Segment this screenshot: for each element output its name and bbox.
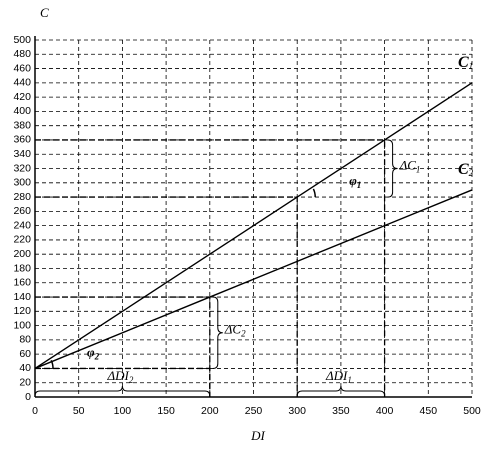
- y-tick-label: 20: [19, 377, 31, 389]
- angle-label: φ2: [87, 344, 100, 361]
- y-tick-label: 360: [13, 134, 31, 146]
- series-label: C1: [458, 54, 473, 71]
- brace-label-sub: 2: [241, 329, 246, 339]
- series-label-main: C: [458, 54, 469, 71]
- y-tick-label: 0: [25, 391, 31, 403]
- x-tick-label: 450: [420, 405, 438, 417]
- y-tick-label: 100: [13, 319, 31, 331]
- x-tick-label: 50: [73, 405, 85, 417]
- angle-label-sub: 1: [357, 180, 362, 190]
- series-label-sub: 1: [469, 61, 474, 71]
- x-tick-label: 150: [157, 405, 175, 417]
- y-tick-label: 180: [13, 262, 31, 274]
- y-tick-label: 480: [13, 48, 31, 60]
- angle-label-main: φ: [87, 344, 95, 359]
- angle-arc: [312, 188, 316, 198]
- brace: [296, 385, 386, 397]
- x-tick-label: 400: [376, 405, 394, 417]
- y-tick-label: 120: [13, 305, 31, 317]
- brace-label-main: ΔDI: [325, 368, 348, 383]
- y-tick-label: 160: [13, 277, 31, 289]
- brace-label: ΔDI1: [325, 368, 352, 385]
- angle-arc: [50, 360, 54, 369]
- y-tick-label: 500: [13, 34, 31, 46]
- x-tick-label: 500: [463, 405, 481, 417]
- series-label: C2: [458, 161, 474, 178]
- brace-label-main: ΔDI: [106, 368, 129, 383]
- y-tick-label: 340: [13, 148, 31, 160]
- y-tick-label: 200: [13, 248, 31, 260]
- y-axis-label: C: [40, 5, 49, 20]
- x-tick-label: 350: [332, 405, 350, 417]
- brace-label-sub: 1: [347, 375, 352, 385]
- brace-label-main: ΔC: [224, 322, 242, 337]
- y-tick-label: 440: [13, 77, 31, 89]
- x-tick-label: 100: [114, 405, 132, 417]
- guide-line: [35, 367, 211, 397]
- brace-label: ΔC2: [224, 322, 246, 339]
- series-line: [34, 189, 473, 370]
- y-tick-label: 260: [13, 205, 31, 217]
- x-axis-label: DI: [250, 428, 265, 443]
- y-tick-label: 320: [13, 162, 31, 174]
- y-tick-label: 40: [19, 362, 31, 374]
- brace: [34, 385, 211, 397]
- y-tick-label: 80: [19, 334, 31, 346]
- angle-label-sub: 2: [94, 352, 100, 362]
- y-tick-label: 140: [13, 291, 31, 303]
- y-tick-label: 380: [13, 119, 31, 131]
- y-tick-label: 60: [19, 348, 31, 360]
- brace-label-sub: 1: [416, 165, 421, 175]
- y-tick-label: 240: [13, 219, 31, 231]
- y-tick-label: 400: [13, 105, 31, 117]
- series-label-main: C: [458, 161, 469, 178]
- brace: [212, 296, 223, 369]
- x-tick-label: 300: [288, 405, 306, 417]
- brace-label-main: ΔC: [399, 158, 417, 173]
- x-tick-label: 0: [32, 405, 38, 417]
- angle-label-main: φ: [349, 173, 357, 188]
- y-tick-label: 420: [13, 91, 31, 103]
- y-tick-label: 300: [13, 177, 31, 189]
- y-tick-label: 220: [13, 234, 31, 246]
- brace-label: ΔDI2: [106, 368, 133, 385]
- y-tick-label: 280: [13, 191, 31, 203]
- series-line: [34, 82, 473, 370]
- brace: [387, 139, 398, 198]
- y-tick-label: 460: [13, 62, 31, 74]
- x-tick-label: 250: [245, 405, 263, 417]
- brace-label: ΔC1: [399, 158, 421, 175]
- angle-label: φ1: [349, 173, 361, 190]
- x-tick-label: 200: [201, 405, 219, 417]
- series-label-sub: 2: [469, 168, 474, 178]
- brace-label-sub: 2: [129, 375, 134, 385]
